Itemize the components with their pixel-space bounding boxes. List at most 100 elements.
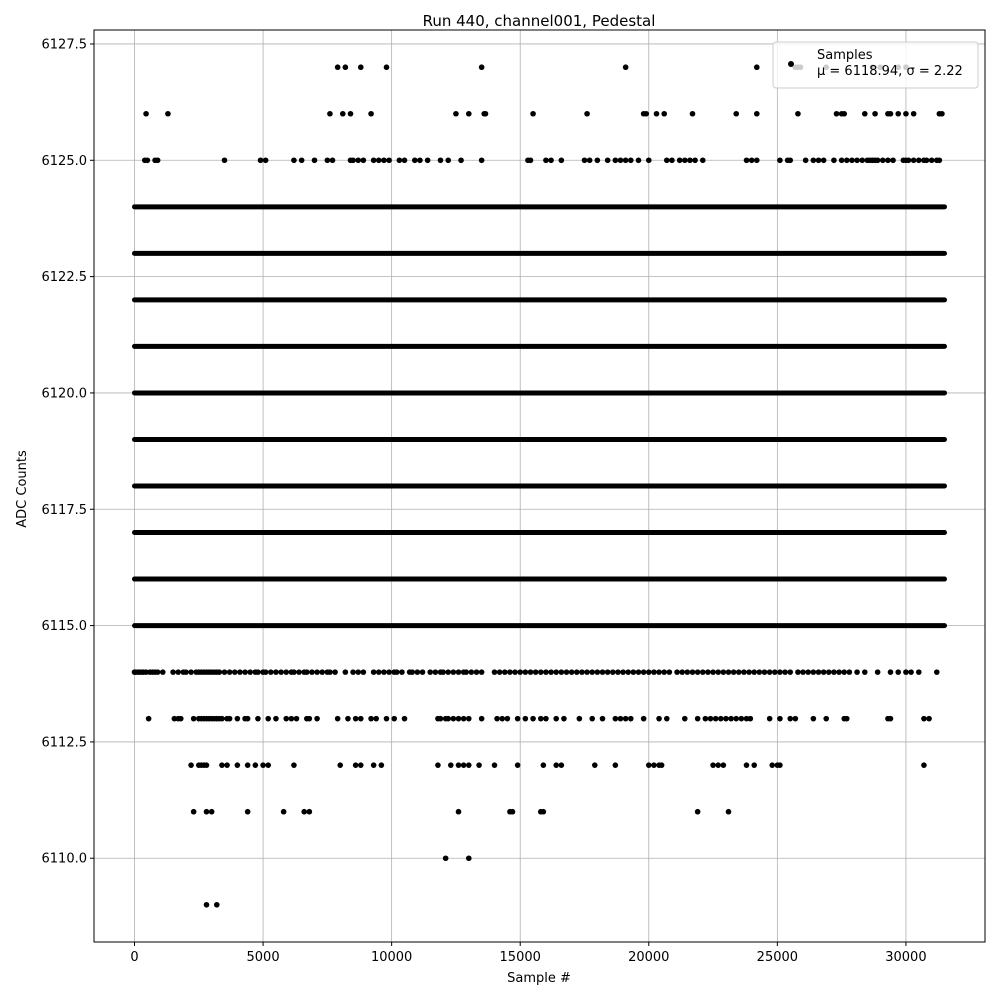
data-point <box>674 669 680 675</box>
data-point <box>622 157 629 164</box>
data-point <box>854 669 860 675</box>
data-point <box>468 669 475 675</box>
data-point <box>885 157 891 164</box>
data-point <box>753 157 760 164</box>
data-point <box>792 715 799 722</box>
data-point <box>651 762 657 768</box>
data-point <box>620 669 626 675</box>
data-point <box>777 762 783 768</box>
data-point <box>450 669 457 675</box>
data-point <box>171 715 178 722</box>
data-point <box>810 157 817 164</box>
data-point <box>437 715 444 722</box>
data-point <box>386 669 392 675</box>
data-point <box>825 669 832 675</box>
data-point <box>203 808 210 815</box>
data-point <box>679 669 686 675</box>
data-point <box>584 669 590 675</box>
data-point <box>386 157 392 164</box>
data-point <box>903 669 909 675</box>
data-point <box>612 157 619 164</box>
data-point <box>635 669 642 675</box>
data-point <box>512 669 518 675</box>
data-point <box>478 669 485 675</box>
data-point <box>234 715 241 722</box>
data-point <box>460 762 467 768</box>
data-point <box>514 715 521 722</box>
data-point <box>370 762 377 768</box>
data-point <box>735 669 742 675</box>
data-point <box>303 669 310 675</box>
y-tick-label: 6120.0 <box>42 386 88 401</box>
data-point <box>306 808 313 815</box>
data-point <box>558 157 565 164</box>
data-point <box>183 669 189 675</box>
data-point <box>224 762 230 768</box>
data-point <box>355 157 362 164</box>
data-point <box>923 157 930 164</box>
data-point <box>265 715 272 722</box>
data-point <box>143 669 149 675</box>
data-point <box>743 762 750 768</box>
data-point <box>594 669 601 675</box>
data-point <box>548 669 554 675</box>
data-point <box>393 669 400 675</box>
data-point <box>815 669 822 675</box>
data-point <box>879 157 886 164</box>
data-point <box>895 110 902 117</box>
data-point <box>591 762 598 768</box>
data-point <box>766 669 773 675</box>
data-point <box>478 157 485 164</box>
data-point <box>820 669 827 675</box>
data-point <box>445 669 452 675</box>
data-point <box>537 715 544 722</box>
data-point <box>699 157 706 164</box>
data-point <box>357 64 364 71</box>
data-point <box>802 157 809 164</box>
data-point <box>627 715 634 722</box>
data-point <box>453 110 459 117</box>
y-axis-label: ADC Counts <box>15 450 30 528</box>
data-point <box>795 110 801 117</box>
data-point <box>491 762 498 768</box>
data-point <box>221 157 228 164</box>
data-point <box>530 110 536 117</box>
data-point <box>355 669 362 675</box>
x-tick-label: 10000 <box>371 950 412 965</box>
data-point <box>635 157 642 164</box>
data-point <box>568 669 575 675</box>
data-point <box>283 715 290 722</box>
data-point <box>237 669 243 675</box>
data-point <box>692 157 698 164</box>
data-point <box>908 669 914 675</box>
data-point <box>573 669 580 675</box>
data-point <box>501 669 508 675</box>
data-point <box>651 669 657 675</box>
data-point <box>746 669 752 675</box>
data-point <box>604 157 611 164</box>
x-tick-label: 0 <box>130 950 138 965</box>
data-point <box>548 157 554 164</box>
data-point <box>630 669 637 675</box>
data-point <box>352 715 359 722</box>
data-point <box>689 110 696 117</box>
data-point <box>339 110 346 117</box>
data-point <box>661 669 668 675</box>
data-point <box>244 808 251 815</box>
data-point <box>810 669 817 675</box>
data-point <box>378 762 385 768</box>
data-point <box>694 669 701 675</box>
data-point <box>255 715 261 722</box>
data-point <box>260 762 266 768</box>
data-point <box>751 669 758 675</box>
data-point <box>903 110 909 117</box>
data-point <box>482 110 489 117</box>
data-point <box>414 669 421 675</box>
data-point <box>314 715 320 722</box>
data-point <box>787 669 794 675</box>
data-point <box>843 157 850 164</box>
data-point <box>710 762 716 768</box>
data-point <box>604 669 611 675</box>
data-point <box>589 669 596 675</box>
data-point <box>231 669 238 675</box>
